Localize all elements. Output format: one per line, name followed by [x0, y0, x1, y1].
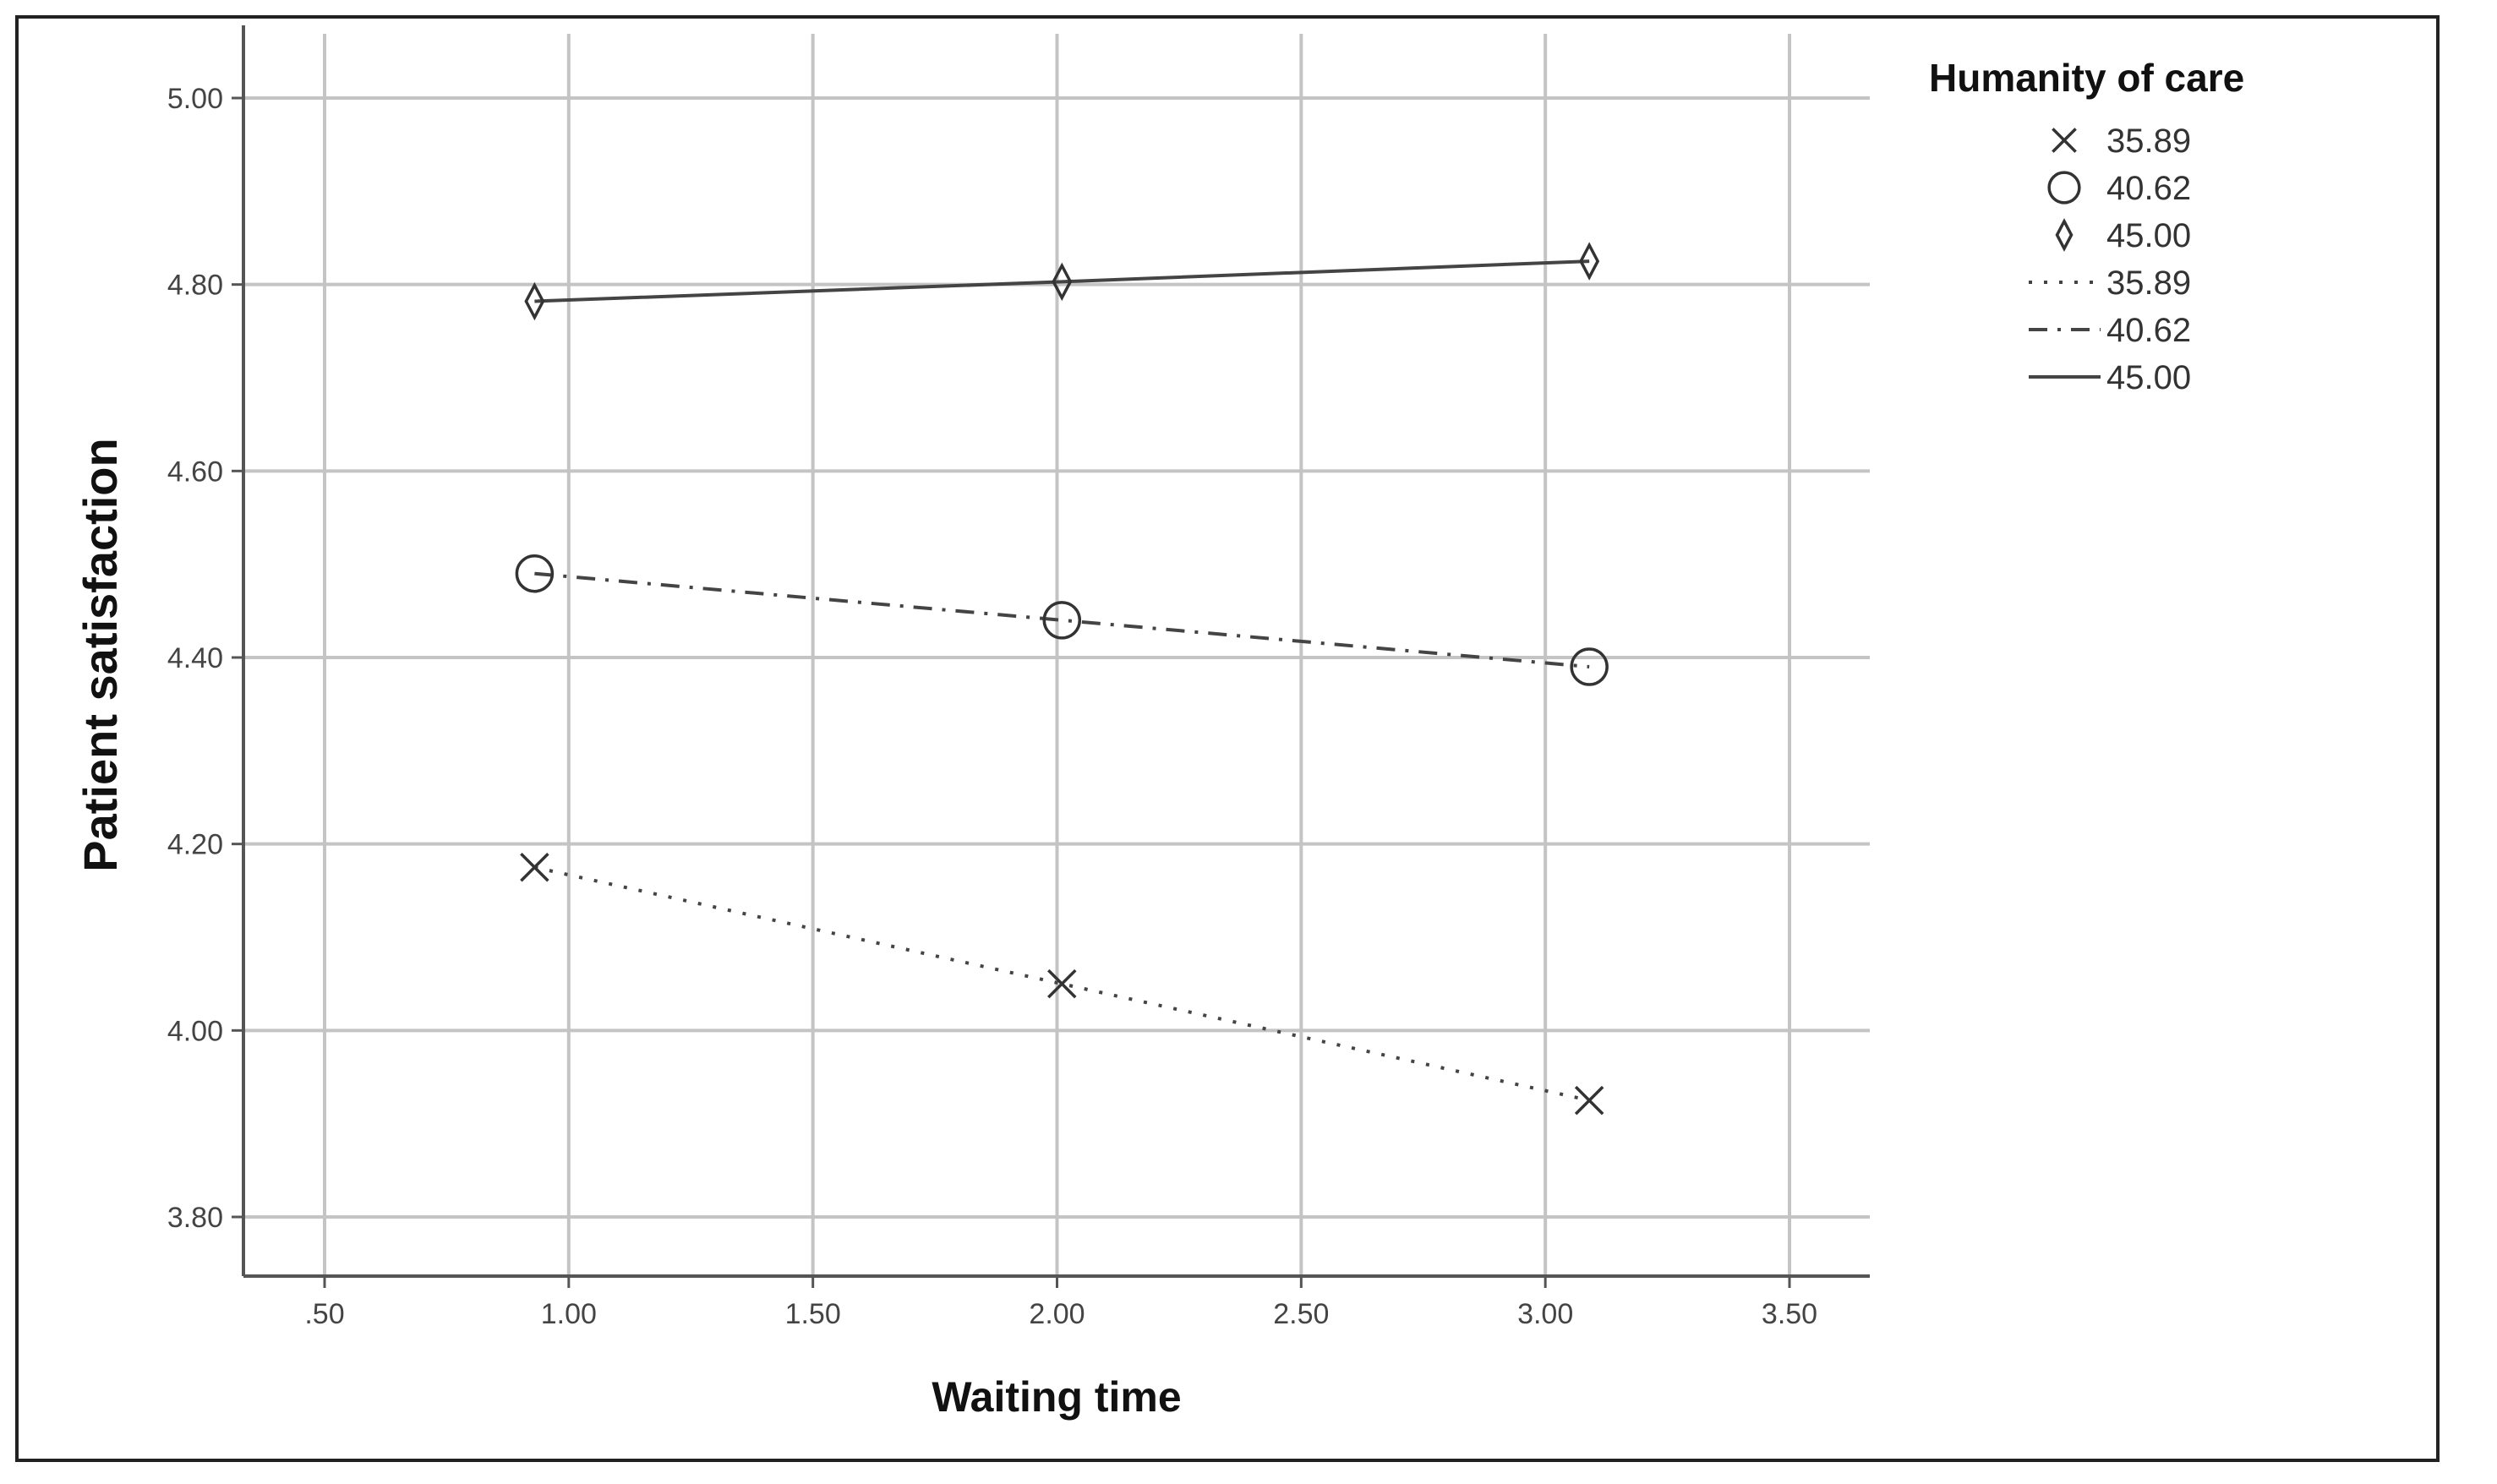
- x-tick-label: 3.00: [1517, 1298, 1573, 1330]
- data-point-x-stroke: [520, 853, 549, 882]
- legend: 35.89 40.62 45.00 35.89 40.62 45.00: [2029, 123, 2191, 396]
- markers: [515, 242, 1609, 1116]
- legend-entry: 45.00: [2055, 217, 2191, 254]
- data-point-diamond: [1052, 262, 1073, 302]
- x-tick-label: 1.00: [541, 1298, 597, 1330]
- y-tick-label: 3.80: [167, 1202, 223, 1234]
- y-axis-title: Patient satisfaction: [74, 438, 127, 871]
- series: [533, 259, 1590, 1103]
- x-axis-title: Waiting time: [932, 1373, 1181, 1421]
- legend-label: 40.62: [2106, 312, 2191, 349]
- legend-label: 45.00: [2106, 359, 2191, 396]
- series-line: [534, 571, 1590, 669]
- legend-label: 35.89: [2106, 123, 2191, 160]
- x-tick-label: .50: [304, 1298, 344, 1330]
- x-tick-label: 2.00: [1029, 1298, 1085, 1330]
- legend-entry: 35.89: [2029, 265, 2191, 302]
- x-tick-label: 2.50: [1273, 1298, 1329, 1330]
- data-point-circle: [1042, 601, 1082, 640]
- legend-label: 40.62: [2106, 170, 2191, 207]
- data-point-circle: [515, 554, 555, 593]
- legend-entry: 45.00: [2029, 359, 2191, 396]
- legend-entry: 40.62: [2047, 170, 2191, 207]
- x-tick-label: 3.50: [1762, 1298, 1817, 1330]
- legend-entry: 40.62: [2029, 312, 2191, 349]
- legend-label: 45.00: [2106, 217, 2191, 254]
- legend-label: 35.89: [2106, 265, 2191, 302]
- legend-marker-x: [2052, 128, 2077, 153]
- legend-marker-circle: [2047, 171, 2081, 205]
- x-tick-label: 1.50: [785, 1298, 841, 1330]
- legend-entry: 35.89: [2052, 123, 2191, 160]
- y-tick-label: 4.00: [167, 1015, 223, 1047]
- y-tick-label: 4.80: [167, 270, 223, 302]
- data-point-circle: [1570, 647, 1609, 686]
- data-point-diamond: [1579, 242, 1600, 281]
- data-point-x-stroke: [1047, 968, 1077, 999]
- y-tick-label: 4.40: [167, 642, 223, 674]
- gridlines: [243, 34, 1870, 1276]
- data-point-x-stroke: [1574, 1085, 1604, 1116]
- data-point-x: [1574, 1085, 1604, 1116]
- data-point-diamond: [524, 281, 545, 321]
- y-tick-label: 4.60: [167, 456, 223, 488]
- legend-marker-diamond: [2055, 218, 2074, 252]
- y-tick-label: 4.20: [167, 829, 223, 861]
- data-point-x: [1047, 968, 1077, 999]
- chart-frame: [15, 15, 2440, 1462]
- axes: .50 1.00 1.50 2.00 2.50 3.00 3.50 3.80 4.00 4.20 4…: [167, 25, 1870, 1330]
- legend-marker-x-stroke: [2052, 128, 2077, 153]
- y-tick-label: 5.00: [167, 83, 223, 115]
- series-line: [534, 259, 1590, 303]
- series-line: [533, 865, 1590, 1103]
- legend-title: Humanity of care: [1929, 56, 2244, 100]
- data-point-x: [520, 853, 549, 882]
